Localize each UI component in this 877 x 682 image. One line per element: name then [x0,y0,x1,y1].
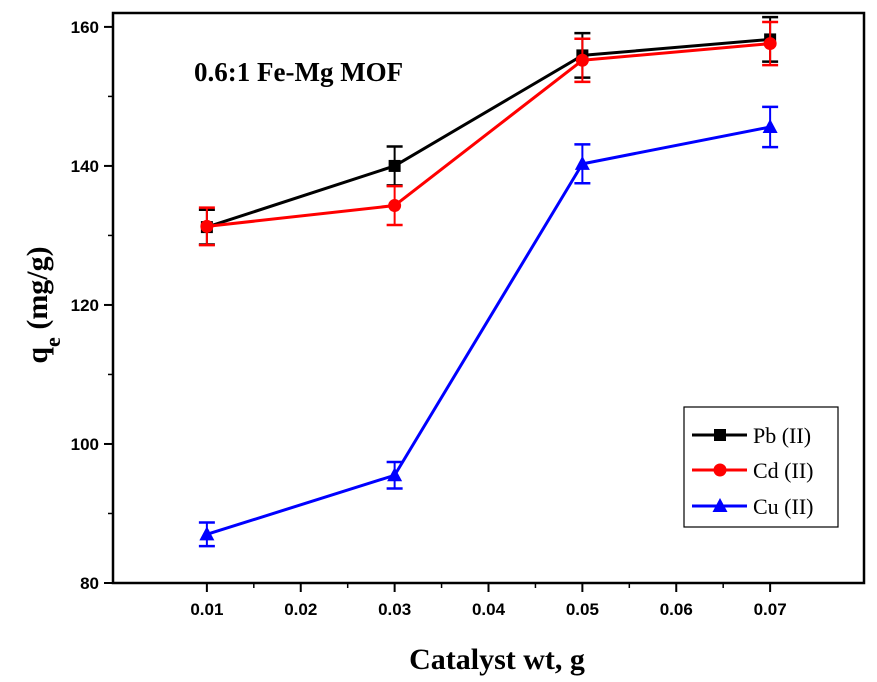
data-point-pb [388,159,401,172]
y-tick-label: 80 [80,574,99,593]
y-axis-label-subscript: e [40,337,65,347]
x-tick-label: 0.05 [566,600,599,619]
y-tick-label: 100 [71,435,99,454]
data-point-cu [574,155,590,170]
data-point-cd [575,53,589,67]
legend-item-pb: Pb (II) [692,423,811,448]
legend-item-cd: Cd (II) [692,458,813,483]
series-cd [198,20,779,247]
y-tick-label: 140 [71,157,99,176]
y-tick-label: 120 [71,296,99,315]
legend-marker-pb [714,429,726,441]
chart-annotation: 0.6:1 Fe-Mg MOF [194,57,403,87]
series-group [198,15,779,548]
x-tick-label: 0.04 [472,600,506,619]
x-axis-label: Catalyst wt, g [409,643,585,676]
legend-label-cu: Cu (II) [753,494,813,519]
y-axis-label-unit: (mg/g) [21,246,54,337]
series-line-cu [206,125,771,536]
x-tick-label: 0.02 [284,600,317,619]
axis-tick-labels: 0.01 0.02 0.03 0.04 0.05 0.06 0.07 80 100 120 140 1… [71,18,787,619]
data-point-cu [762,119,778,133]
axis-ticks [104,25,772,592]
series-line-pb [206,37,771,229]
y-axis-label-main: q [21,347,54,364]
y-axis-label: qe (mg/g) [21,246,65,363]
data-point-cd [388,199,402,213]
data-point-cd [763,37,777,51]
series-cu [198,105,779,548]
data-point-cu [387,467,403,482]
data-point-cd [200,219,214,233]
legend-label-cd: Cd (II) [753,458,813,483]
legend-marker-cu [712,498,728,512]
series-line-cd [206,42,771,228]
x-tick-label: 0.06 [660,600,693,619]
legend-marker-cd [713,463,727,477]
x-tick-label: 0.07 [754,600,787,619]
legend-label-pb: Pb (II) [753,423,811,448]
x-tick-label: 0.03 [378,600,411,619]
legend-item-cu: Cu (II) [692,494,813,519]
x-tick-label: 0.01 [190,600,223,619]
y-tick-label: 160 [71,18,99,37]
legend: Pb (II) Cd (II) Cu (II) [683,406,839,528]
data-point-cu [199,526,215,541]
